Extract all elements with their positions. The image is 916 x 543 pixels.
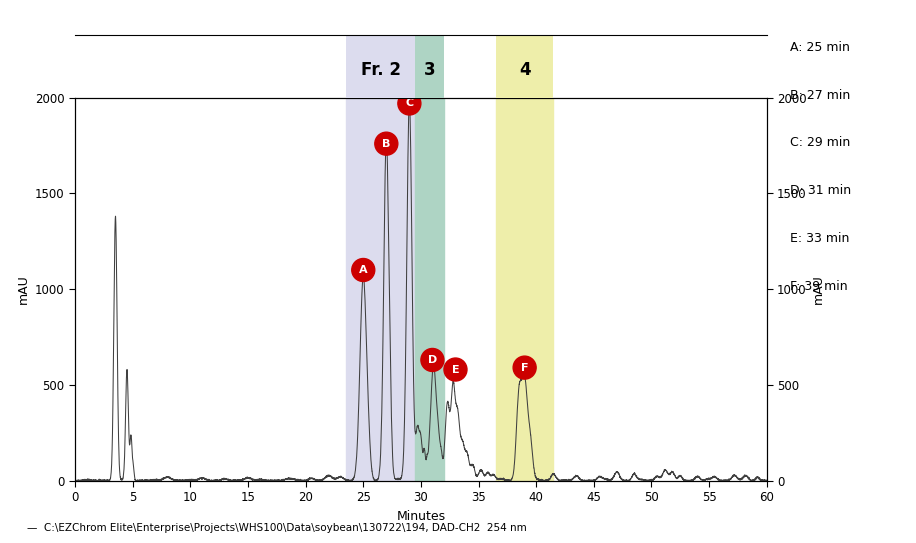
Text: A: 25 min: A: 25 min — [790, 41, 849, 54]
Text: B: B — [382, 138, 390, 149]
Ellipse shape — [444, 358, 467, 381]
Text: 4: 4 — [518, 61, 530, 79]
Bar — [496, 98, 553, 481]
Text: A: A — [359, 265, 367, 275]
Text: B: 27 min: B: 27 min — [790, 89, 850, 102]
Text: C: C — [405, 98, 413, 109]
Y-axis label: mAU: mAU — [812, 274, 825, 304]
Ellipse shape — [421, 349, 444, 371]
Text: D: D — [428, 355, 437, 365]
Text: F: 39 min: F: 39 min — [790, 280, 847, 293]
Bar — [415, 98, 444, 481]
Text: 3: 3 — [424, 61, 435, 79]
Text: —  C:\EZChrom Elite\Enterprise\Projects\WHS100\Data\soybean\130722\194, DAD-CH2 : — C:\EZChrom Elite\Enterprise\Projects\W… — [27, 523, 528, 533]
Ellipse shape — [375, 132, 398, 155]
Ellipse shape — [352, 258, 375, 281]
Text: E: E — [452, 364, 459, 375]
Text: F: F — [521, 363, 529, 372]
Text: C: 29 min: C: 29 min — [790, 136, 850, 149]
Text: E: 33 min: E: 33 min — [790, 232, 849, 245]
Ellipse shape — [398, 92, 420, 115]
Y-axis label: mAU: mAU — [16, 274, 29, 304]
X-axis label: Minutes: Minutes — [397, 509, 445, 522]
Bar — [346, 98, 415, 481]
Text: D: 31 min: D: 31 min — [790, 184, 851, 197]
Ellipse shape — [513, 356, 536, 379]
Text: Fr. 2: Fr. 2 — [361, 61, 400, 79]
